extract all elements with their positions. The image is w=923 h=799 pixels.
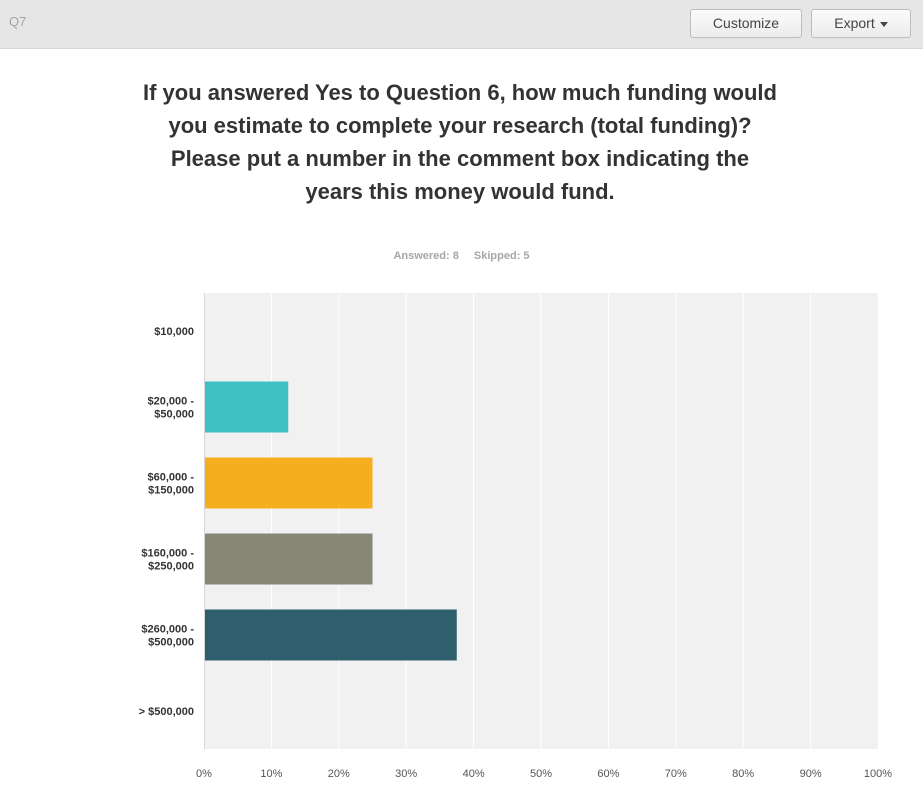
export-button[interactable]: Export — [811, 9, 911, 38]
x-tick-label: 70% — [665, 768, 687, 780]
x-tick-label: 20% — [328, 768, 350, 780]
answered-count: Answered: 8 — [393, 250, 459, 262]
category-label: $10,000 — [154, 326, 194, 338]
question-number: Q7 — [9, 14, 27, 29]
x-tick-label: 50% — [530, 768, 552, 780]
x-tick-label: 0% — [196, 768, 212, 780]
caret-down-icon — [879, 21, 888, 27]
bar — [204, 533, 373, 585]
bar — [204, 609, 457, 661]
x-tick-label: 100% — [864, 768, 892, 780]
x-tick-label: 60% — [597, 768, 619, 780]
category-label: $20,000 -$50,000 — [148, 396, 195, 421]
customize-button[interactable]: Customize — [690, 9, 802, 38]
x-tick-label: 30% — [395, 768, 417, 780]
customize-button-label: Customize — [712, 15, 780, 31]
x-tick-label: 40% — [463, 768, 485, 780]
category-label: > $500,000 — [139, 706, 194, 718]
question-title: If you answered Yes to Question 6, how m… — [143, 80, 777, 204]
question-header-bar: Q7 Customize Export — [0, 0, 923, 49]
bar — [204, 457, 373, 509]
x-tick-label: 10% — [260, 768, 282, 780]
bar — [204, 381, 289, 433]
x-tick-label: 90% — [800, 768, 822, 780]
category-label: $260,000 -$500,000 — [141, 624, 194, 649]
export-button-label: Export — [834, 15, 875, 31]
response-stats: Answered: 8 Skipped: 5 — [0, 250, 923, 262]
skipped-count: Skipped: 5 — [473, 250, 530, 262]
category-label: $160,000 -$250,000 — [141, 548, 194, 573]
category-label: $60,000 -$150,000 — [148, 472, 195, 497]
x-tick-label: 80% — [732, 768, 754, 780]
